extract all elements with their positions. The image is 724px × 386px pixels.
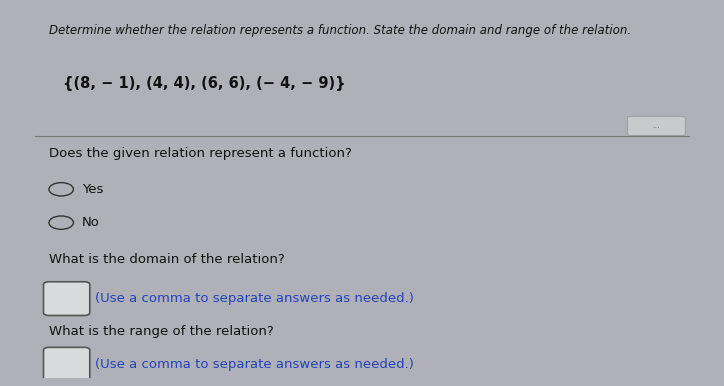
Text: Does the given relation represent a function?: Does the given relation represent a func…	[49, 147, 352, 160]
Text: {(8, − 1), (4, 4), (6, 6), (− 4, − 9)}: {(8, − 1), (4, 4), (6, 6), (− 4, − 9)}	[62, 76, 345, 91]
FancyBboxPatch shape	[43, 282, 90, 315]
FancyBboxPatch shape	[628, 116, 685, 135]
Text: (Use a comma to separate answers as needed.): (Use a comma to separate answers as need…	[95, 358, 413, 371]
Text: No: No	[82, 216, 99, 229]
Text: What is the range of the relation?: What is the range of the relation?	[49, 325, 274, 337]
Text: (Use a comma to separate answers as needed.): (Use a comma to separate answers as need…	[95, 292, 413, 305]
Text: Determine whether the relation represents a function. State the domain and range: Determine whether the relation represent…	[49, 24, 631, 37]
FancyBboxPatch shape	[43, 347, 90, 381]
Text: What is the domain of the relation?: What is the domain of the relation?	[49, 253, 285, 266]
Text: ...: ...	[652, 122, 660, 130]
Text: Yes: Yes	[82, 183, 103, 196]
